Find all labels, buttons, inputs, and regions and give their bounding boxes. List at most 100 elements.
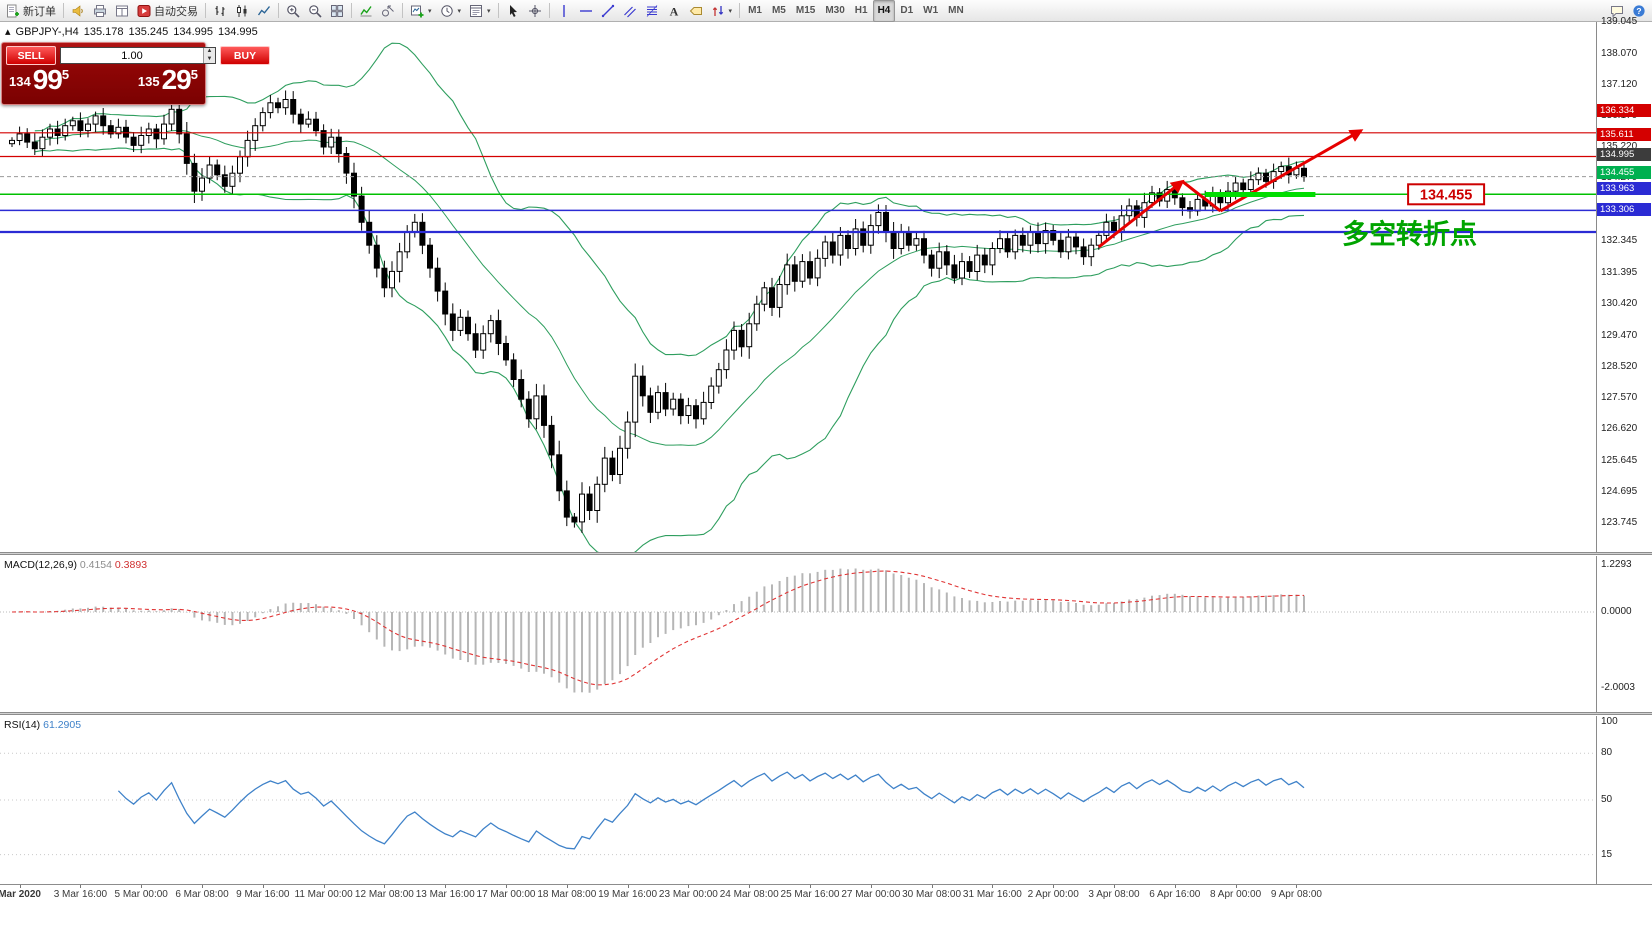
trendline-button[interactable]	[597, 1, 619, 21]
zoom-in-button[interactable]	[282, 1, 304, 21]
toolbar-separator	[351, 3, 352, 18]
time-axis-tick	[749, 885, 751, 888]
horizontal-line-button[interactable]	[575, 1, 597, 21]
candle	[867, 214, 874, 254]
arrows-button[interactable]: ▾	[707, 1, 737, 21]
candle	[829, 232, 836, 264]
candle	[221, 165, 228, 193]
svg-text:?: ?	[1636, 6, 1641, 16]
tf-m30-button[interactable]: M30	[820, 0, 849, 22]
tf-w1-button[interactable]: W1	[918, 0, 943, 22]
vertical-line-button[interactable]	[553, 1, 575, 21]
zoom-out-button[interactable]	[304, 1, 326, 21]
candle	[617, 435, 623, 484]
time-axis-label: 6 Apr 16:00	[1149, 889, 1201, 900]
candle	[951, 254, 958, 284]
candle	[601, 446, 608, 493]
new-order-button[interactable]: 新订单	[2, 1, 60, 21]
channel-button[interactable]	[619, 1, 641, 21]
autotrading-button[interactable]: 自动交易	[133, 1, 202, 21]
tf-m1-button[interactable]: M1	[743, 0, 767, 22]
crosshair-button[interactable]	[524, 1, 546, 21]
label-button[interactable]	[685, 1, 707, 21]
sound-button[interactable]	[67, 1, 89, 21]
candle	[875, 204, 882, 234]
tf-m15-button[interactable]: M15	[791, 0, 820, 22]
macd-value: 0.4154	[79, 559, 112, 571]
trend-arrow-annotation[interactable]	[1097, 129, 1364, 249]
print-button[interactable]	[89, 1, 111, 21]
candle	[731, 321, 737, 360]
time-axis-label: 9 Mar 16:00	[236, 889, 290, 900]
fibonacci-button[interactable]	[641, 1, 663, 21]
candle	[928, 249, 935, 277]
macd-axis-label: -2.0003	[1601, 682, 1635, 693]
time-axis-label: 19 Mar 16:00	[598, 889, 658, 900]
macd-pane-canvas[interactable]	[0, 556, 1596, 712]
price-axis-tag: 133.963	[1597, 181, 1651, 195]
label-icon	[689, 4, 703, 18]
rsi-pane-canvas[interactable]	[0, 716, 1596, 884]
pane-splitter[interactable]	[0, 712, 1652, 715]
new-chart-button[interactable]: ▾	[406, 1, 436, 21]
tf-h4-button[interactable]: H4	[872, 0, 896, 22]
volume-input[interactable]	[61, 48, 203, 63]
price-chart-canvas[interactable]: 多空转折点 134.455	[0, 22, 1596, 552]
tile-windows-button[interactable]	[326, 1, 348, 21]
time-axis[interactable]: Mar 2020 3 Mar 16:00 5 Mar 00:00 6 Mar 08:0…	[0, 885, 1652, 947]
new-order-icon	[6, 4, 20, 18]
time-axis-label: 6 Mar 08:00	[175, 889, 229, 900]
indicators-button[interactable]	[355, 1, 377, 21]
pivot-text-annotation[interactable]: 多空转折点	[1342, 219, 1477, 250]
candle	[1103, 213, 1110, 242]
price-axis-label: 123.745	[1601, 517, 1638, 529]
price-axis-label: 130.420	[1601, 298, 1638, 310]
sell-button[interactable]: SELL	[6, 46, 56, 65]
tf-h1-button[interactable]: H1	[850, 0, 873, 22]
help-button[interactable]: ?	[1628, 1, 1650, 21]
volume-up-icon[interactable]: ▲	[204, 48, 215, 56]
time-axis-border	[0, 884, 1652, 885]
text-button[interactable]: A	[663, 1, 685, 21]
price-axis[interactable]: 139.045138.070137.120136.170135.220134.2…	[1596, 16, 1652, 552]
pane-splitter[interactable]	[0, 552, 1652, 555]
candle	[670, 392, 677, 416]
buy-button[interactable]: BUY	[220, 46, 270, 65]
dropdown-caret-icon: ▾	[428, 7, 432, 15]
cursor-button[interactable]	[502, 1, 524, 21]
candle	[62, 118, 69, 141]
volume-down-icon[interactable]: ▼	[204, 55, 215, 63]
macd-axis[interactable]: 1.2293 0.0000 -2.0003	[1596, 556, 1652, 712]
rsi-axis[interactable]: 100 80 50 15	[1596, 716, 1652, 884]
candle	[746, 312, 753, 359]
candle	[1057, 231, 1064, 258]
dropdown-caret-icon: ▾	[457, 7, 462, 15]
line-chart-button[interactable]	[253, 1, 275, 21]
periods-button[interactable]: ▾	[436, 1, 466, 21]
objects-list-button[interactable]	[377, 1, 399, 21]
candle	[799, 254, 806, 288]
toolbar-label: MN	[948, 5, 964, 16]
data-window-button[interactable]	[111, 1, 133, 21]
tf-m5-button[interactable]: M5	[767, 0, 791, 22]
candle	[487, 314, 494, 343]
candle	[282, 90, 289, 115]
candle	[1027, 225, 1034, 254]
chat-button[interactable]	[1606, 1, 1628, 21]
bar-chart-button[interactable]	[209, 1, 231, 21]
tf-d1-button[interactable]: D1	[895, 0, 918, 22]
macd-indicator-label: MACD(12,26,9) 0.4154 0.3893	[4, 559, 147, 571]
chart-ohlc-header: ▴ GBPJPY-,H4 135.178 135.245 134.995 134.995	[5, 25, 263, 38]
template-icon	[469, 4, 483, 18]
candle	[1133, 200, 1140, 227]
candlestick-chart-button[interactable]	[231, 1, 253, 21]
templates-button[interactable]: ▾	[465, 1, 495, 21]
price-axis-tag: 136.334	[1597, 104, 1651, 118]
toolbar-label: M15	[795, 5, 816, 16]
time-axis-tick	[384, 885, 386, 888]
chat-icon	[1610, 4, 1624, 18]
candle	[77, 112, 84, 138]
price-label-box-annotation[interactable]: 134.455	[1407, 183, 1486, 206]
candle	[183, 122, 190, 175]
tf-mn-button[interactable]: MN	[943, 0, 969, 22]
